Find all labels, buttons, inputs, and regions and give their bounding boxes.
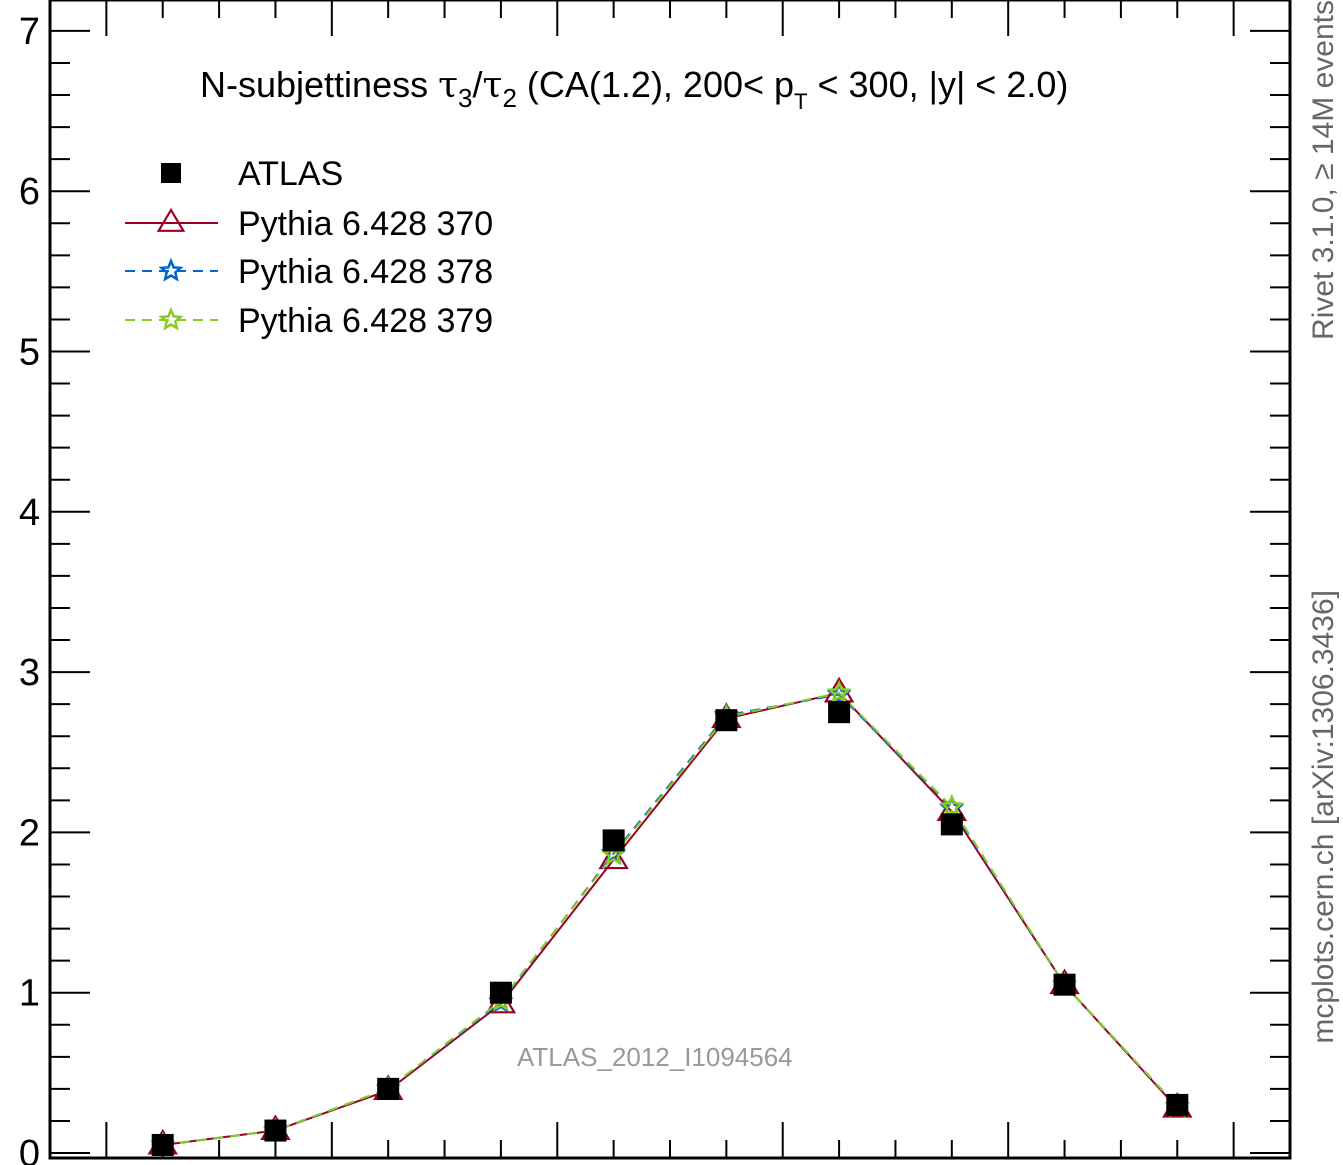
legend-label: ATLAS — [238, 155, 343, 193]
y-tick-label: 5 — [19, 332, 40, 374]
y-tick-label: 7 — [19, 11, 40, 53]
legend-marker — [158, 306, 184, 331]
legend-marker — [158, 257, 184, 282]
axis-ticks — [49, 0, 1291, 1158]
data-point — [489, 981, 512, 1004]
series-3 — [150, 679, 1190, 1156]
title-tau3: τ — [438, 65, 458, 106]
legend-item: ATLAS — [161, 155, 343, 193]
legend-item: Pythia 6.428 370 — [125, 205, 493, 243]
y-tick-label: 3 — [19, 652, 40, 694]
legend-label: Pythia 6.428 379 — [238, 302, 493, 340]
title-mid: (CA(1.2), 200< p — [517, 64, 794, 105]
legend-marker — [161, 163, 181, 183]
series-2 — [150, 681, 1190, 1156]
series-line — [162, 691, 1179, 1146]
plot-frame — [48, 0, 1292, 1160]
data-point — [598, 843, 629, 870]
legend: ATLAS Pythia 6.428 370 Pythia 6.428 378 Pyt… — [125, 155, 493, 340]
y-tick-labels: 0 1 2 3 4 5 6 7 — [19, 11, 40, 1165]
title-subT: T — [794, 89, 807, 114]
series-layer — [147, 676, 1193, 1156]
y-tick-label: 4 — [19, 492, 40, 534]
data-point — [377, 1077, 400, 1100]
data-point — [264, 1119, 287, 1142]
data-point — [715, 709, 738, 732]
y-tick-label: 2 — [19, 812, 40, 854]
legend-item: Pythia 6.428 378 — [125, 253, 493, 291]
series-line — [162, 691, 1179, 1146]
data-point — [602, 829, 625, 852]
legend-item: Pythia 6.428 379 — [125, 302, 493, 340]
title-suffix: < 300, |y| < 2.0) — [808, 64, 1069, 105]
data-point — [1166, 1093, 1189, 1116]
legend-marker — [156, 207, 186, 232]
data-point — [826, 679, 852, 704]
data-point — [940, 813, 963, 836]
series-0 — [151, 701, 1189, 1156]
series-1 — [147, 676, 1193, 1155]
data-point — [151, 1133, 174, 1156]
data-point — [1053, 973, 1076, 996]
title-sub2: 2 — [502, 83, 516, 113]
side-text-upper: Rivet 3.1.0, ≥ 14M events — [1307, 0, 1340, 340]
chart-title: N-subjettiness τ3/τ2 (CA(1.2), 200< pT <… — [200, 64, 1068, 114]
legend-label: Pythia 6.428 378 — [238, 253, 493, 291]
y-tick-label: 1 — [19, 973, 40, 1015]
data-point — [600, 841, 627, 866]
data-point — [939, 793, 965, 818]
title-sub3: 3 — [458, 83, 472, 113]
data-point — [828, 701, 851, 724]
y-tick-label: 0 — [19, 1133, 40, 1165]
y-tick-label: 6 — [19, 171, 40, 213]
title-tau2: τ — [483, 65, 503, 106]
analysis-annotation: ATLAS_2012_I1094564 — [517, 1042, 793, 1072]
title-slash: / — [473, 64, 483, 105]
side-text-lower: mcplots.cern.ch [arXiv:1306.3436] — [1307, 590, 1340, 1044]
title-prefix: N-subjettiness — [200, 64, 438, 105]
series-line — [162, 693, 1179, 1146]
legend-label: Pythia 6.428 370 — [238, 205, 493, 243]
